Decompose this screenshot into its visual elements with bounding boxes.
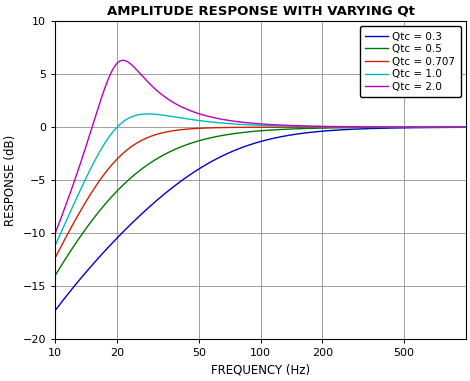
Qtc = 2.0 <box>463 125 469 130</box>
Qtc = 0.707 <box>455 125 461 130</box>
Qtc = 0.5 <box>53 273 58 278</box>
Qtc = 0.5 <box>99 205 105 210</box>
Line: Qtc = 0.707: Qtc = 0.707 <box>55 127 466 258</box>
Qtc = 2.0 <box>455 125 461 130</box>
Qtc = 1.0 <box>455 125 461 130</box>
Qtc = 0.3 <box>53 308 58 313</box>
Qtc = 2.0 <box>99 94 105 98</box>
Qtc = 0.707 <box>227 125 233 130</box>
Qtc = 0.3 <box>124 226 129 231</box>
Qtc = 0.5 <box>463 125 469 130</box>
Title: AMPLITUDE RESPONSE WITH VARYING Qt: AMPLITUDE RESPONSE WITH VARYING Qt <box>107 4 415 17</box>
Qtc = 0.5 <box>455 125 461 130</box>
Qtc = 1.0 <box>463 125 469 130</box>
Qtc = 0.5 <box>124 179 129 184</box>
Qtc = 2.0 <box>228 118 234 123</box>
Qtc = 0.5 <box>210 135 216 139</box>
Qtc = 0.707 <box>53 255 58 260</box>
Qtc = 0.707 <box>124 148 129 153</box>
Line: Qtc = 0.5: Qtc = 0.5 <box>55 127 466 275</box>
Qtc = 0.707 <box>99 175 105 179</box>
Qtc = 1.0 <box>124 117 129 122</box>
Qtc = 0.3 <box>210 158 216 163</box>
Qtc = 0.3 <box>411 125 416 130</box>
Qtc = 1.0 <box>53 243 58 248</box>
Qtc = 1.0 <box>411 125 416 130</box>
Qtc = 0.5 <box>227 132 233 136</box>
Qtc = 0.3 <box>455 125 461 130</box>
Qtc = 0.3 <box>463 125 469 130</box>
Qtc = 2.0 <box>53 231 58 235</box>
Line: Qtc = 0.3: Qtc = 0.3 <box>55 127 466 311</box>
Y-axis label: RESPONSE (dB): RESPONSE (dB) <box>4 134 17 226</box>
Line: Qtc = 2.0: Qtc = 2.0 <box>55 60 466 233</box>
Qtc = 0.3 <box>99 252 105 256</box>
Qtc = 1.0 <box>145 112 151 116</box>
Qtc = 2.0 <box>411 125 416 129</box>
Qtc = 1.0 <box>228 122 234 126</box>
Qtc = 0.707 <box>210 125 216 130</box>
Legend: Qtc = 0.3, Qtc = 0.5, Qtc = 0.707, Qtc = 1.0, Qtc = 2.0: Qtc = 0.3, Qtc = 0.5, Qtc = 0.707, Qtc =… <box>360 26 461 97</box>
Line: Qtc = 1.0: Qtc = 1.0 <box>55 114 466 245</box>
Qtc = 1.0 <box>99 145 105 150</box>
Qtc = 1.0 <box>210 120 216 125</box>
Qtc = 0.707 <box>463 125 469 130</box>
Qtc = 0.5 <box>411 125 416 130</box>
Qtc = 0.3 <box>227 150 233 154</box>
Qtc = 2.0 <box>120 58 126 62</box>
Qtc = 2.0 <box>210 115 216 120</box>
X-axis label: FREQUENCY (Hz): FREQUENCY (Hz) <box>211 364 310 377</box>
Qtc = 0.707 <box>411 125 416 130</box>
Qtc = 2.0 <box>124 59 129 64</box>
